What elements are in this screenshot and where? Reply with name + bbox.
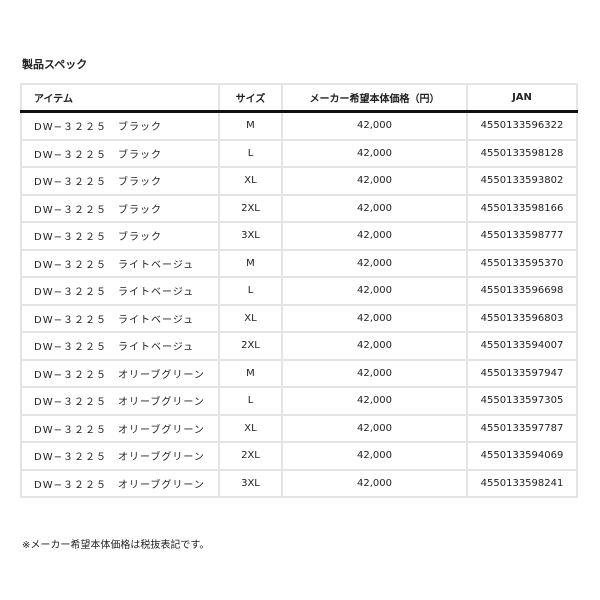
header-item: アイテム xyxy=(20,83,220,113)
cell-item: DW−３２２５ ブラック xyxy=(20,166,220,196)
cell-jan: 4550133598166 xyxy=(466,193,578,223)
cell-size: M xyxy=(218,248,283,278)
cell-size: 2XL xyxy=(218,441,283,471)
cell-size: 3XL xyxy=(218,468,283,498)
cell-size: XL xyxy=(218,166,283,196)
table-row: DW−３２２５ ライトベージュ XL 42,000 4550133596803 xyxy=(20,303,578,333)
cell-price: 42,000 xyxy=(281,303,468,333)
cell-price: 42,000 xyxy=(281,138,468,168)
cell-price: 42,000 xyxy=(281,331,468,361)
cell-size: 2XL xyxy=(218,331,283,361)
table-row: DW−３２２５ ライトベージュ L 42,000 4550133596698 xyxy=(20,276,578,306)
table-row: DW−３２２５ ブラック M 42,000 4550133596322 xyxy=(20,110,578,141)
table-row: DW−３２２５ ブラック 3XL 42,000 4550133598777 xyxy=(20,221,578,251)
table-row: DW−３２２５ オリーブグリーン 2XL 42,000 4550133594069 xyxy=(20,441,578,471)
cell-price: 42,000 xyxy=(281,386,468,416)
cell-price: 42,000 xyxy=(281,441,468,471)
cell-size: XL xyxy=(218,303,283,333)
cell-item: DW−３２２５ オリーブグリーン xyxy=(20,386,220,416)
cell-jan: 4550133596803 xyxy=(466,303,578,333)
header-price: メーカー希望本体価格（円） xyxy=(281,83,468,113)
cell-price: 42,000 xyxy=(281,358,468,388)
cell-jan: 4550133596698 xyxy=(466,276,578,306)
table-row: DW−３２２５ オリーブグリーン 3XL 42,000 4550133598241 xyxy=(20,468,578,498)
spec-table: アイテム サイズ メーカー希望本体価格（円） JAN DW−３２２５ ブラック M… xyxy=(20,83,578,498)
header-row: アイテム サイズ メーカー希望本体価格（円） JAN xyxy=(20,83,578,113)
cell-item: DW−３２２５ ブラック xyxy=(20,138,220,168)
cell-item: DW−３２２５ オリーブグリーン xyxy=(20,413,220,443)
section-title: 製品スペック xyxy=(22,58,88,71)
cell-jan: 4550133594069 xyxy=(466,441,578,471)
cell-price: 42,000 xyxy=(281,193,468,223)
table-row: DW−３２２５ オリーブグリーン M 42,000 4550133597947 xyxy=(20,358,578,388)
header-jan: JAN xyxy=(466,83,578,113)
cell-item: DW−３２２５ ライトベージュ xyxy=(20,331,220,361)
table-row: DW−３２２５ ライトベージュ 2XL 42,000 4550133594007 xyxy=(20,331,578,361)
cell-size: L xyxy=(218,386,283,416)
cell-item: DW−３２２５ ライトベージュ xyxy=(20,276,220,306)
cell-jan: 4550133598777 xyxy=(466,221,578,251)
cell-size: 3XL xyxy=(218,221,283,251)
cell-item: DW−３２２５ オリーブグリーン xyxy=(20,358,220,388)
table-row: DW−３２２５ オリーブグリーン L 42,000 4550133597305 xyxy=(20,386,578,416)
table-row: DW−３２２５ ブラック 2XL 42,000 4550133598166 xyxy=(20,193,578,223)
header-size: サイズ xyxy=(218,83,283,113)
table-row: DW−３２２５ ライトベージュ M 42,000 4550133595370 xyxy=(20,248,578,278)
cell-price: 42,000 xyxy=(281,110,468,141)
footnote: ※メーカー希望本体価格は税抜表記です。 xyxy=(22,540,210,551)
cell-price: 42,000 xyxy=(281,413,468,443)
cell-price: 42,000 xyxy=(281,276,468,306)
cell-size: M xyxy=(218,358,283,388)
cell-jan: 4550133597947 xyxy=(466,358,578,388)
cell-price: 42,000 xyxy=(281,468,468,498)
cell-price: 42,000 xyxy=(281,221,468,251)
cell-size: XL xyxy=(218,413,283,443)
cell-item: DW−３２２５ ライトベージュ xyxy=(20,248,220,278)
cell-price: 42,000 xyxy=(281,248,468,278)
table-row: DW−３２２５ オリーブグリーン XL 42,000 4550133597787 xyxy=(20,413,578,443)
cell-item: DW−３２２５ ブラック xyxy=(20,193,220,223)
cell-jan: 4550133596322 xyxy=(466,110,578,141)
cell-size: M xyxy=(218,110,283,141)
cell-price: 42,000 xyxy=(281,166,468,196)
cell-jan: 4550133593802 xyxy=(466,166,578,196)
cell-jan: 4550133595370 xyxy=(466,248,578,278)
cell-jan: 4550133594007 xyxy=(466,331,578,361)
cell-item: DW−３２２５ ライトベージュ xyxy=(20,303,220,333)
cell-jan: 4550133597305 xyxy=(466,386,578,416)
cell-size: L xyxy=(218,276,283,306)
cell-item: DW−３２２５ ブラック xyxy=(20,221,220,251)
cell-size: L xyxy=(218,138,283,168)
cell-jan: 4550133598241 xyxy=(466,468,578,498)
cell-item: DW−３２２５ ブラック xyxy=(20,110,220,141)
cell-jan: 4550133598128 xyxy=(466,138,578,168)
cell-item: DW−３２２５ オリーブグリーン xyxy=(20,468,220,498)
cell-size: 2XL xyxy=(218,193,283,223)
cell-item: DW−３２２５ オリーブグリーン xyxy=(20,441,220,471)
cell-jan: 4550133597787 xyxy=(466,413,578,443)
table-row: DW−３２２５ ブラック XL 42,000 4550133593802 xyxy=(20,166,578,196)
table-row: DW−３２２５ ブラック L 42,000 4550133598128 xyxy=(20,138,578,168)
